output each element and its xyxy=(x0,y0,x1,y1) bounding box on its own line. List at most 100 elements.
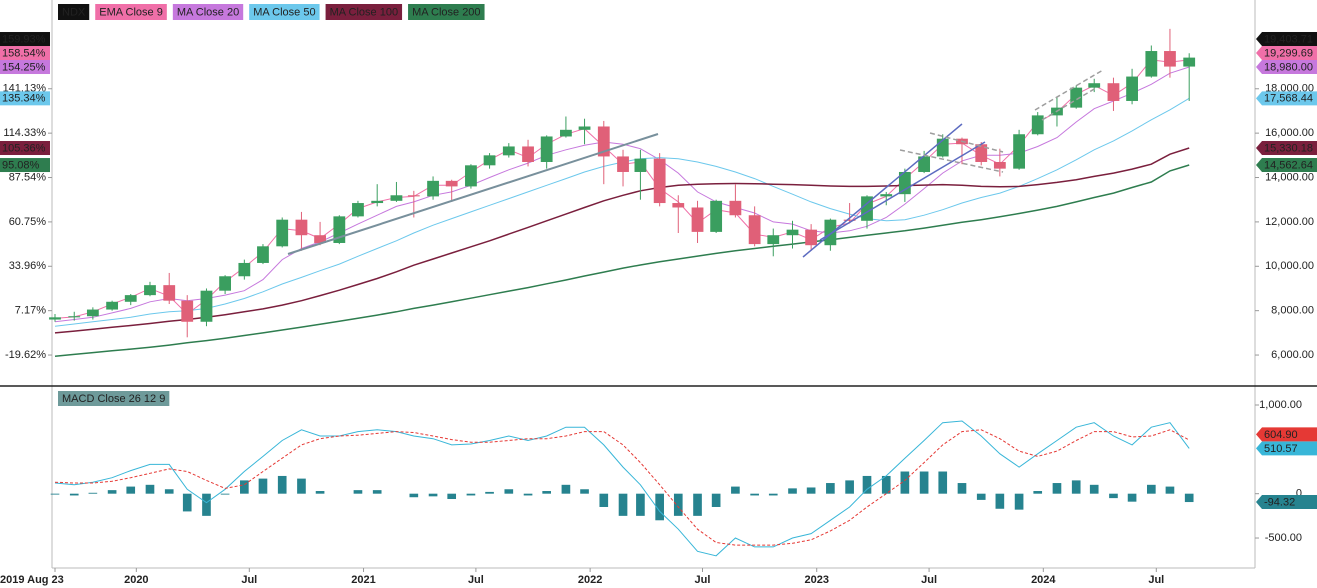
histogram-bar xyxy=(1165,486,1175,494)
candle-body xyxy=(975,144,988,162)
histogram-bar xyxy=(504,489,514,494)
price-tag-label: 14,562.64 xyxy=(1264,159,1313,171)
x-tick-label: 2019 Aug 23 xyxy=(0,574,64,586)
legend-box xyxy=(58,4,90,20)
x-tick-label: 2021 xyxy=(351,574,375,586)
histogram-bar xyxy=(240,480,249,494)
x-tick-label: Jul xyxy=(921,574,937,586)
candle-body xyxy=(597,126,610,157)
histogram-bar xyxy=(1014,493,1024,510)
y-tick-label: 1,000.00 xyxy=(1259,399,1302,411)
candle-body xyxy=(729,200,742,216)
channel-line xyxy=(819,141,986,241)
price-tag xyxy=(1256,158,1317,173)
candle-body xyxy=(1126,76,1138,101)
line-series xyxy=(54,420,1190,557)
histogram-bar xyxy=(580,489,589,494)
candle-body xyxy=(824,219,837,246)
candle-body xyxy=(710,200,723,232)
x-tick-label: Jul xyxy=(468,574,484,586)
candle-body xyxy=(1107,83,1120,101)
dashed-line xyxy=(899,149,1004,173)
candle-body xyxy=(805,229,818,246)
legend-label: EMA Close 9 xyxy=(99,6,163,18)
candle-body xyxy=(1031,115,1044,135)
pct-tag xyxy=(0,32,50,47)
candle-body xyxy=(219,276,231,291)
legend-label: MA Close 100 xyxy=(330,6,398,18)
candle-body xyxy=(1088,83,1101,88)
dashed-line xyxy=(1041,87,1097,121)
candle-body xyxy=(578,126,591,130)
price-tag xyxy=(1256,441,1317,456)
histogram-bar xyxy=(126,486,136,494)
histogram-bar xyxy=(50,493,60,495)
line-series xyxy=(54,164,1190,357)
x-tick-label: Jul xyxy=(695,574,711,586)
y-tick-label: 6,000.00 xyxy=(1271,349,1314,361)
histogram-bar xyxy=(845,480,854,494)
price-tag-label: 510.57 xyxy=(1264,443,1298,455)
histogram-bar xyxy=(202,493,211,516)
histogram-bar xyxy=(976,493,986,500)
legend-box xyxy=(249,4,320,20)
y-tick-label: -500.00 xyxy=(1265,532,1302,544)
legend-label: MA Close 50 xyxy=(253,6,315,18)
histogram-bar xyxy=(145,484,155,494)
candle-body xyxy=(540,136,553,162)
x-tick-label: 2023 xyxy=(804,574,828,586)
candle-body xyxy=(843,219,856,221)
candle-body xyxy=(407,195,420,197)
histogram-bar xyxy=(788,488,797,494)
histogram-bar xyxy=(1033,491,1043,494)
histogram-bar xyxy=(1089,484,1099,494)
candle-body xyxy=(371,200,384,204)
histogram-bar xyxy=(561,484,571,494)
candle-body xyxy=(181,300,194,322)
y2-tick-label: 87.54% xyxy=(9,171,47,183)
price-tag xyxy=(1256,46,1317,61)
candle-body xyxy=(106,301,119,310)
histogram-bar xyxy=(88,492,98,494)
dashed-line xyxy=(929,132,1004,153)
histogram-bar xyxy=(711,493,721,507)
histogram-bar xyxy=(1127,493,1137,502)
candle-body xyxy=(767,235,780,245)
candle-body xyxy=(1070,87,1083,108)
candle-body xyxy=(483,155,496,166)
y2-tick-label: 60.75% xyxy=(9,216,47,228)
candle-body xyxy=(333,216,346,243)
x-tick-label: 2022 xyxy=(578,574,602,586)
candle-body xyxy=(748,215,761,245)
histogram-bar xyxy=(1146,484,1156,494)
pct-tag-label: 135.34% xyxy=(2,93,46,105)
histogram-bar xyxy=(693,493,702,516)
x-tick-label: 2024 xyxy=(1031,574,1056,586)
histogram-bar xyxy=(673,493,683,516)
candle-body xyxy=(672,203,685,208)
legend-label: NDX xyxy=(62,6,86,18)
histogram-bar xyxy=(1109,493,1118,499)
histogram-bar xyxy=(220,493,230,495)
histogram-bar xyxy=(599,493,609,507)
candle-body xyxy=(200,290,213,322)
marks xyxy=(49,28,1196,557)
histogram-bar xyxy=(277,475,287,494)
candle-body xyxy=(352,203,364,217)
candle-body xyxy=(314,235,326,243)
candle-body xyxy=(617,156,629,172)
candle-body xyxy=(560,129,572,137)
histogram-bar xyxy=(1071,480,1081,494)
candle-body xyxy=(465,165,477,187)
candle-body xyxy=(993,161,1006,169)
pct-tag-label: 95.08% xyxy=(2,159,40,171)
histogram-bar xyxy=(447,493,457,500)
histogram-bar xyxy=(428,493,438,497)
histogram-bar xyxy=(731,486,740,494)
candle-body xyxy=(144,285,156,296)
histogram-bar xyxy=(957,483,967,494)
price-tag xyxy=(1256,141,1317,156)
x-tick-label: Jul xyxy=(241,574,257,586)
candle-body xyxy=(124,295,137,302)
